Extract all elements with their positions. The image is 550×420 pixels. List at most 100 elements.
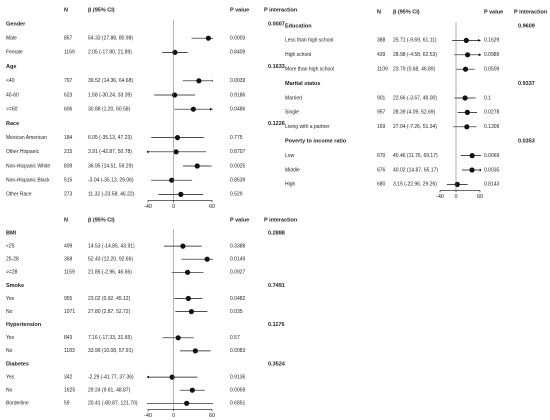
p-value: 0.8707 (230, 149, 246, 155)
row-label: Less than high school (285, 38, 333, 44)
ci-label: 40.02 (14.87, 65.17) (393, 167, 438, 173)
row-label: <40 (6, 78, 15, 84)
ci-label: 21.85 (-2.96, 46.66) (88, 270, 132, 276)
n-value: 1071 (64, 309, 75, 315)
ci-label: 23.79 (0.68, 46.89) (393, 67, 436, 73)
x-tick-label: 0 (172, 204, 175, 210)
p-value: 0.0003 (230, 36, 246, 42)
ci-label: 27.80 (2.87, 52.72) (88, 309, 131, 315)
ci-label: 3.91 (-42.87, 50.78) (88, 149, 132, 155)
point-estimate (185, 295, 191, 302)
row-label: <25 (6, 243, 15, 249)
p-value: 0.035 (230, 309, 243, 315)
n-value: 184 (64, 135, 73, 141)
ci-label: 39.52 (14.36, 64.68) (88, 78, 133, 84)
p-value: 0.1629 (484, 38, 500, 44)
ci-label: 28.39 (4.09, 52.69) (393, 110, 436, 116)
row-label: >=28 (6, 270, 18, 276)
column-header: P value (230, 217, 249, 223)
p-value: 0.0989 (484, 52, 500, 58)
group-name: Gender (6, 21, 26, 27)
ci-label: -3.04 (-35.13, 29.06) (88, 178, 134, 184)
point-estimate (469, 167, 475, 173)
p-interaction: 0.1176 (268, 322, 285, 328)
row-label: Female (6, 50, 23, 56)
p-interaction: 0.7491 (268, 283, 285, 289)
n-value: 215 (64, 149, 73, 155)
point-estimate (469, 153, 475, 159)
column-header: P value (230, 7, 249, 13)
point-estimate (178, 191, 184, 197)
x-tick-label: 60 (477, 194, 483, 200)
ci-label: 2.05 (-17.80, 21.89) (88, 50, 132, 56)
ci-label: 52.43 (12.20, 92.66) (88, 257, 133, 263)
ci-label: 11.32 (-23.58, 46.22) (88, 192, 135, 198)
p-value: 0.8409 (230, 50, 246, 56)
p-value: 0.8143 (484, 182, 500, 188)
row-label: More than high school (285, 67, 334, 73)
n-value: 843 (64, 335, 73, 341)
row-label: >=60 (6, 107, 18, 113)
n-value: 515 (64, 178, 73, 184)
p-value: 0.0278 (484, 110, 500, 116)
n-value: 273 (64, 192, 73, 198)
ci-label: 54.33 (27.88, 80.98) (88, 36, 133, 42)
x-tick-label: -40 (144, 204, 152, 210)
p-value: 0.0025 (230, 163, 246, 169)
p-interaction: 0.3524 (268, 361, 286, 367)
group-name: Hypertension (6, 322, 42, 328)
point-estimate (180, 243, 186, 249)
x-tick-label: -40 (144, 413, 152, 419)
ci-label: 28.98 (-4.58, 62.53) (393, 52, 437, 58)
column-header: β (95% CI) (393, 9, 420, 15)
n-value: 1109 (377, 67, 388, 73)
point-estimate (174, 135, 181, 141)
ci-label: 27.04 (-7.26, 51.34) (393, 124, 437, 130)
x-tick-label: -40 (436, 194, 444, 200)
column-header: β (95% CI) (88, 217, 115, 223)
row-label: 25-28 (6, 257, 19, 263)
point-estimate (173, 149, 179, 155)
p-value: 0.0149 (230, 257, 246, 263)
ci-label: 14.53 (-14.85, 43.91) (88, 243, 135, 249)
point-estimate (464, 109, 470, 115)
ci-label: 3.15 (-22.96, 29.26) (393, 182, 437, 188)
column-header: N (64, 7, 68, 13)
n-value: 680 (377, 182, 386, 188)
p-value: 0.8539 (230, 178, 246, 184)
p-interaction: 0.1633 (268, 64, 285, 70)
point-estimate (190, 106, 196, 112)
p-value: 0.0035 (484, 167, 500, 173)
p-interaction: 0.0007 (268, 21, 285, 27)
p-value: 0.0927 (230, 270, 246, 276)
n-value: 1183 (64, 348, 75, 354)
point-estimate (463, 37, 469, 44)
ci-label: 25.71 (-9.69, 61.11) (393, 38, 437, 44)
point-estimate (169, 374, 175, 380)
ci-label: 30.88 (1.20, 60.58) (88, 107, 131, 113)
group-name: Age (6, 64, 16, 70)
group-name: Diabetes (6, 361, 29, 367)
p-interaction: 0.9609 (518, 23, 535, 29)
x-tick-label: 0 (454, 194, 457, 200)
ci-label: 1.58 (-30.24, 33.39) (88, 92, 132, 98)
n-value: 901 (377, 95, 386, 101)
ci-label: -2.29 (-41.77, 37.36) (88, 374, 134, 380)
p-interaction: 0.9337 (518, 81, 535, 87)
row-label: Male (6, 36, 17, 42)
p-value: 0.57 (230, 335, 240, 341)
point-estimate (172, 49, 178, 56)
row-label: Non-Hispanic Black (6, 178, 50, 184)
point-estimate (189, 387, 195, 393)
point-estimate (462, 66, 469, 72)
ci-label: 22.66 (-3.67, 49.00) (393, 95, 437, 101)
x-tick-label: 60 (209, 204, 215, 210)
column-header: P interaction (514, 9, 548, 15)
group-name: Smoke (6, 283, 24, 289)
row-label: Yes (6, 335, 15, 341)
point-estimate (194, 163, 200, 169)
point-estimate (184, 269, 191, 275)
